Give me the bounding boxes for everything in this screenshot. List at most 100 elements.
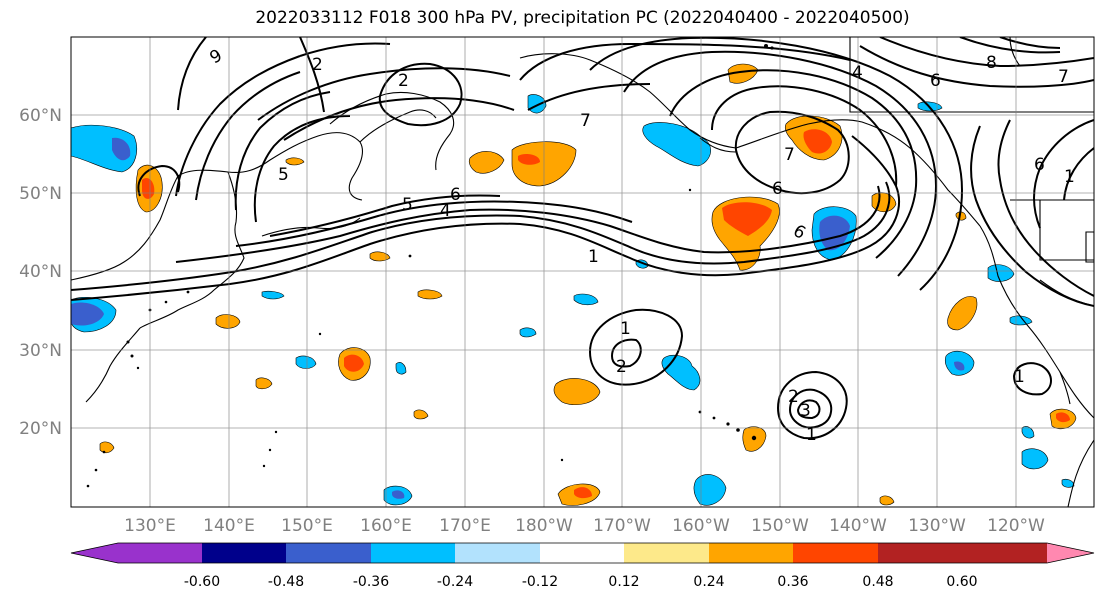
pv-label: 1 xyxy=(1014,367,1025,387)
precip-blob xyxy=(1009,315,1033,326)
colorbar xyxy=(70,542,1095,564)
colorbar-segment xyxy=(118,543,202,563)
precip-blob xyxy=(803,129,832,154)
precip-blob xyxy=(255,377,273,390)
colorbar-segment xyxy=(709,543,793,563)
latitude-labels: 60°N 50°N 40°N 30°N 20°N xyxy=(19,106,62,439)
precip-blob xyxy=(879,495,895,506)
pv-label: 2 xyxy=(398,71,409,91)
lon-label: 180°W xyxy=(515,516,573,536)
precip-blob xyxy=(1061,478,1075,488)
precip-blob xyxy=(574,487,592,499)
precip-blob xyxy=(693,474,727,506)
colorbar-segment xyxy=(624,543,709,563)
colorbar-tick-label: -0.60 xyxy=(184,574,220,590)
precip-blob xyxy=(71,124,137,173)
pv-label: 3 xyxy=(800,401,811,421)
precip-blob xyxy=(261,290,285,300)
lat-label: 40°N xyxy=(19,262,62,282)
lat-label: 20°N xyxy=(19,419,62,439)
lon-label: 140°W xyxy=(829,516,887,536)
pv-label: 7 xyxy=(1058,67,1069,87)
lon-label: 120°W xyxy=(987,516,1045,536)
lon-label: 170°W xyxy=(593,516,651,536)
precip-blob xyxy=(954,361,965,371)
lon-label: 140°E xyxy=(203,516,255,536)
precip-blob xyxy=(1021,448,1049,470)
pv-contours xyxy=(71,37,1094,440)
lat-label: 50°N xyxy=(19,184,62,204)
lon-label: 130°E xyxy=(124,516,176,536)
precip-blob xyxy=(392,490,405,499)
pv-label: 6 xyxy=(1034,155,1045,175)
precip-blob xyxy=(344,354,364,372)
precip-blob xyxy=(71,302,104,326)
pv-label: 8 xyxy=(986,53,997,73)
colorbar-tick-label: 0.24 xyxy=(693,574,724,590)
precip-blob xyxy=(722,202,772,236)
precip-blob xyxy=(417,289,443,300)
colorbar-segment xyxy=(540,543,624,563)
colorbar-tick-label: 0.36 xyxy=(777,574,808,590)
precip-blob xyxy=(142,177,155,199)
colorbar-segment xyxy=(455,543,540,563)
precip-blob xyxy=(1056,412,1070,423)
colorbar-tick-label: -0.48 xyxy=(268,574,304,590)
precip-blob xyxy=(285,157,305,166)
lon-label: 150°W xyxy=(751,516,809,536)
map-title: 2022033112 F018 300 hPa PV, precipitatio… xyxy=(255,8,910,28)
precip-blob xyxy=(369,251,391,262)
pv-label: 7 xyxy=(784,145,795,165)
colorbar-segment xyxy=(793,543,878,563)
colorbar-tick-label: 0.48 xyxy=(862,574,893,590)
precip-blob xyxy=(413,409,429,420)
pv-label: 1 xyxy=(588,247,599,267)
colorbar-segment xyxy=(371,543,455,563)
pv-label: 2 xyxy=(788,387,799,407)
precip-blob xyxy=(295,355,317,369)
pv-label: 6 xyxy=(772,179,783,199)
pv-label: 7 xyxy=(580,111,591,131)
colorbar-extend-min xyxy=(71,543,118,563)
lon-label: 130°W xyxy=(908,516,966,536)
pv-label: 4 xyxy=(440,201,451,221)
map-frame xyxy=(70,36,1095,508)
lon-label: 150°E xyxy=(281,516,333,536)
pv-label: 2 xyxy=(616,357,627,377)
pv-label: 1 xyxy=(806,425,817,445)
colorbar-segment xyxy=(202,543,286,563)
colorbar-tick-label: -0.12 xyxy=(522,574,558,590)
precip-blob xyxy=(468,151,505,174)
colorbar-extend-max xyxy=(1047,543,1094,563)
colorbar-tick-labels: -0.60 -0.48 -0.36 -0.24 -0.12 0.12 0.24 … xyxy=(184,574,978,590)
lat-label: 60°N xyxy=(19,106,62,126)
precip-blob xyxy=(1021,426,1035,439)
pv-label: 4 xyxy=(852,63,863,83)
lon-label: 170°E xyxy=(439,516,491,536)
pv-label: 1 xyxy=(620,319,631,339)
precip-blob xyxy=(553,378,601,405)
precip-blob xyxy=(947,296,978,331)
pv-label: 5 xyxy=(278,165,289,185)
gridlines xyxy=(71,37,1094,507)
precip-blob xyxy=(519,327,537,338)
colorbar-tick-label: 0.12 xyxy=(608,574,639,590)
precip-blob xyxy=(215,314,241,329)
precip-blob xyxy=(99,441,115,454)
lon-label: 160°E xyxy=(360,516,412,536)
longitude-labels: 130°E 140°E 150°E 160°E 170°E 180°W 170°… xyxy=(124,516,1045,536)
colorbar-outline xyxy=(70,542,1095,564)
precip-blob xyxy=(819,215,850,251)
pv-label: 6 xyxy=(450,185,461,205)
colorbar-segment xyxy=(878,543,1047,563)
precip-blob xyxy=(112,137,131,161)
colorbar-tick-label: 0.60 xyxy=(946,574,977,590)
pv-label: 6 xyxy=(930,71,941,91)
colorbar-segment xyxy=(286,543,371,563)
lat-label: 30°N xyxy=(19,341,62,361)
pv-label: 2 xyxy=(312,55,323,75)
precipitation-shading xyxy=(71,63,1077,506)
pv-label: 1 xyxy=(1064,167,1075,187)
pv-label: 5 xyxy=(402,195,413,215)
